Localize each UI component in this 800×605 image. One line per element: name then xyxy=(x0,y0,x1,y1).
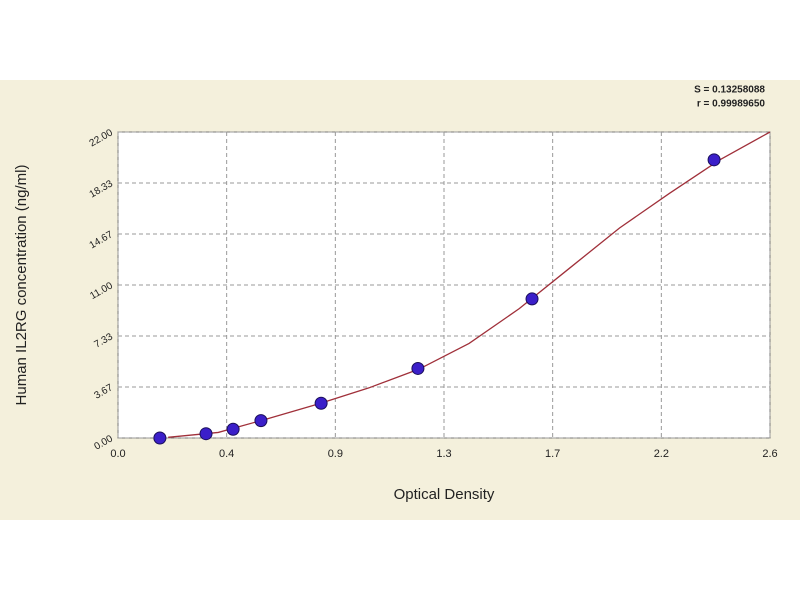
data-point xyxy=(199,427,213,441)
x-tick-label: 0.4 xyxy=(219,448,234,460)
data-point xyxy=(226,422,240,436)
data-point xyxy=(411,361,425,375)
y-axis-title: Human IL2RG concentration (ng/ml) xyxy=(13,165,30,406)
data-point xyxy=(153,431,167,445)
data-point xyxy=(707,153,721,167)
data-point xyxy=(254,414,268,428)
x-tick-label: 2.2 xyxy=(654,448,669,460)
x-tick-label: 2.6 xyxy=(762,448,777,460)
x-tick-label: 0.9 xyxy=(328,448,343,460)
x-tick-label: 0.0 xyxy=(110,448,125,460)
x-tick-label: 1.3 xyxy=(436,448,451,460)
fit-curve xyxy=(168,131,771,438)
x-tick-label: 1.7 xyxy=(545,448,560,460)
data-point xyxy=(314,396,328,410)
annotation: S = 0.13258088 xyxy=(694,85,765,96)
annotation: r = 0.99989650 xyxy=(697,99,766,110)
x-axis-title: Optical Density xyxy=(394,486,495,503)
data-point xyxy=(525,292,539,306)
